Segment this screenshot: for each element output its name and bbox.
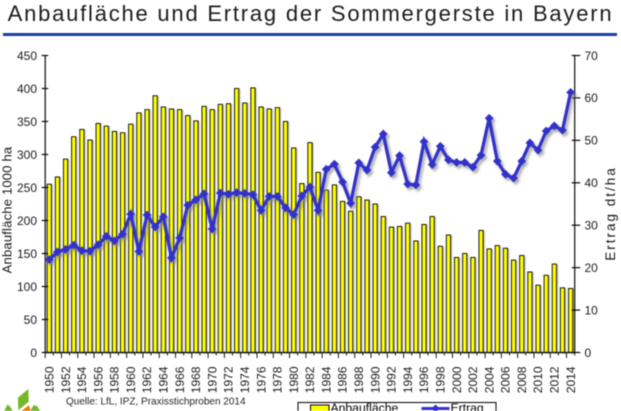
svg-text:30: 30 <box>585 219 599 233</box>
svg-text:2006: 2006 <box>499 366 513 393</box>
svg-text:1998: 1998 <box>433 366 447 393</box>
svg-text:1978: 1978 <box>271 366 285 393</box>
svg-text:2014: 2014 <box>564 366 578 393</box>
svg-text:20: 20 <box>585 261 599 275</box>
svg-text:50: 50 <box>24 313 38 327</box>
svg-text:1968: 1968 <box>189 366 203 393</box>
svg-text:2010: 2010 <box>531 366 545 393</box>
svg-text:50: 50 <box>585 134 599 148</box>
svg-text:Anbaufläche 1000 ha: Anbaufläche 1000 ha <box>0 146 15 273</box>
svg-text:300: 300 <box>17 148 37 162</box>
svg-text:150: 150 <box>17 247 37 261</box>
svg-text:1974: 1974 <box>238 366 252 393</box>
svg-text:1966: 1966 <box>173 366 187 393</box>
svg-text:2002: 2002 <box>466 366 480 393</box>
svg-text:60: 60 <box>585 91 599 105</box>
svg-text:1986: 1986 <box>336 366 350 393</box>
svg-text:200: 200 <box>17 214 37 228</box>
svg-text:1954: 1954 <box>75 366 89 393</box>
svg-text:40: 40 <box>585 176 599 190</box>
svg-text:100: 100 <box>17 280 37 294</box>
svg-text:70: 70 <box>585 49 599 63</box>
svg-text:1950: 1950 <box>42 366 56 393</box>
svg-text:1976: 1976 <box>254 366 268 393</box>
svg-text:1988: 1988 <box>352 366 366 393</box>
svg-text:Anbaufläche: Anbaufläche <box>331 401 399 411</box>
svg-text:250: 250 <box>17 181 37 195</box>
svg-text:1958: 1958 <box>108 366 122 393</box>
svg-text:2012: 2012 <box>548 366 562 393</box>
svg-text:0: 0 <box>30 346 37 360</box>
svg-text:1984: 1984 <box>319 366 333 393</box>
svg-text:10: 10 <box>585 303 599 317</box>
svg-text:1972: 1972 <box>222 366 236 393</box>
svg-text:1960: 1960 <box>124 366 138 393</box>
svg-text:1994: 1994 <box>401 366 415 393</box>
svg-text:350: 350 <box>17 115 37 129</box>
svg-text:2000: 2000 <box>450 366 464 393</box>
svg-text:1992: 1992 <box>385 366 399 393</box>
svg-text:1996: 1996 <box>417 366 431 393</box>
svg-text:1956: 1956 <box>91 366 105 393</box>
svg-text:Quelle: LfL, IPZ, Praxisstichp: Quelle: LfL, IPZ, Praxisstichproben 2014 <box>66 397 246 408</box>
svg-text:Ertrag: Ertrag <box>451 401 484 411</box>
svg-text:1962: 1962 <box>140 366 154 393</box>
svg-text:Ertrag dt/ha: Ertrag dt/ha <box>603 166 618 261</box>
svg-text:1964: 1964 <box>157 366 171 393</box>
svg-text:1980: 1980 <box>287 366 301 393</box>
svg-text:1982: 1982 <box>303 366 317 393</box>
svg-text:450: 450 <box>17 49 37 63</box>
svg-text:1970: 1970 <box>205 366 219 393</box>
svg-text:1990: 1990 <box>368 366 382 393</box>
svg-text:1952: 1952 <box>59 366 73 393</box>
svg-text:400: 400 <box>17 82 37 96</box>
svg-text:2008: 2008 <box>515 366 529 393</box>
svg-text:2004: 2004 <box>482 366 496 393</box>
svg-text:0: 0 <box>585 346 592 360</box>
